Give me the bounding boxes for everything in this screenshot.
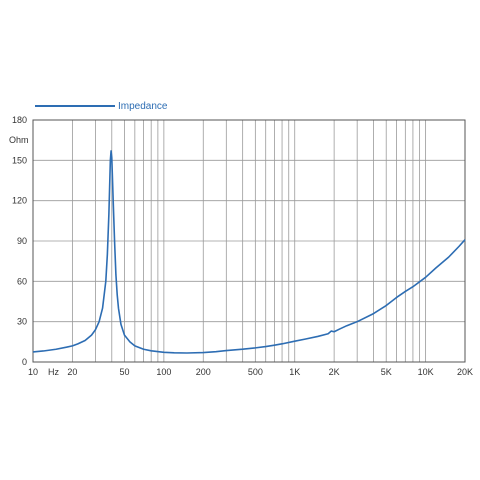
- y-tick-label: 180: [12, 115, 27, 125]
- x-axis-unit-label: Hz: [48, 367, 59, 377]
- x-tick-label: 10K: [418, 367, 434, 377]
- x-axis-tick-labels: 10 20 50 100 200 500 1K 2K 5K 10K 20K: [28, 367, 473, 377]
- x-tick-label: 200: [196, 367, 211, 377]
- plot-frame: [32, 119, 466, 363]
- x-tick-label: 2K: [329, 367, 340, 377]
- y-tick-label: 120: [12, 196, 27, 206]
- x-tick-label: 100: [156, 367, 171, 377]
- legend: Impedance: [35, 101, 168, 112]
- grid: [32, 119, 466, 363]
- series-line-impedance: [32, 150, 466, 354]
- x-tick-label: 50: [119, 367, 129, 377]
- legend-label-impedance: Impedance: [118, 101, 168, 112]
- y-tick-label: 30: [17, 317, 27, 327]
- y-tick-label: 90: [17, 236, 27, 246]
- y-tick-label: 60: [17, 276, 27, 286]
- x-tick-label: 1K: [289, 367, 300, 377]
- x-tick-label: 20: [67, 367, 77, 377]
- x-tick-label: 500: [248, 367, 263, 377]
- x-tick-label: 5K: [381, 367, 392, 377]
- y-tick-label: 150: [12, 155, 27, 165]
- y-tick-label: 0: [22, 357, 27, 367]
- x-tick-label: 10: [28, 367, 38, 377]
- y-axis-tick-labels: 0 30 60 90 120 150 180: [12, 115, 27, 367]
- x-tick-label: 20K: [457, 367, 473, 377]
- y-axis-unit-label: Ohm: [9, 135, 29, 145]
